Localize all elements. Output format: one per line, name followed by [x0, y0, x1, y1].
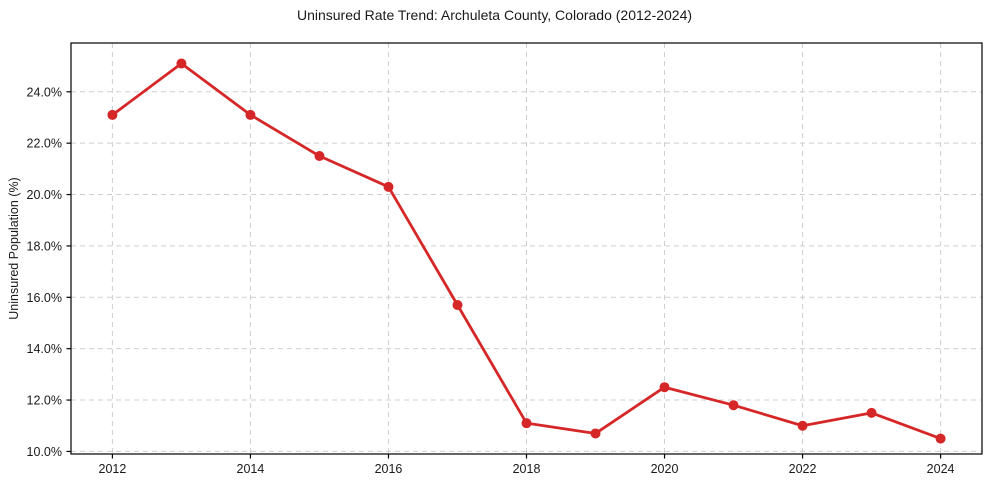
data-point-2012 [107, 109, 118, 120]
chart-title: Uninsured Rate Trend: Archuleta County, … [296, 7, 693, 23]
y-tick-label: 24.0% [27, 85, 62, 99]
x-tick-label: 2020 [651, 462, 679, 476]
x-tick-label: 2022 [789, 462, 817, 476]
data-point-2014 [245, 109, 256, 120]
data-point-2018 [521, 418, 532, 429]
x-tick-label: 2014 [237, 462, 265, 476]
plot-border [70, 42, 983, 455]
y-tick-label: 12.0% [27, 394, 62, 408]
data-point-2020 [659, 382, 670, 393]
x-tick-label: 2012 [99, 462, 127, 476]
y-tick-label: 22.0% [27, 137, 62, 151]
y-tick-label: 20.0% [27, 188, 62, 202]
data-point-2017 [452, 300, 463, 311]
data-point-2019 [590, 428, 601, 439]
data-point-2015 [314, 151, 325, 162]
x-tick-label: 2024 [927, 462, 955, 476]
y-tick-label: 10.0% [27, 445, 62, 459]
y-tick-label: 16.0% [27, 291, 62, 305]
data-point-2023 [866, 407, 877, 418]
x-tick-label: 2016 [375, 462, 403, 476]
y-tick-label: 14.0% [27, 342, 62, 356]
data-point-2021 [728, 400, 739, 411]
data-point-2024 [935, 433, 946, 444]
data-point-2013 [176, 58, 187, 69]
x-tick-label: 2018 [513, 462, 541, 476]
y-axis-label: Uninsured Population (%) [7, 177, 21, 319]
y-tick-label: 18.0% [27, 239, 62, 253]
data-point-2022 [797, 420, 808, 431]
data-point-2016 [383, 181, 394, 192]
